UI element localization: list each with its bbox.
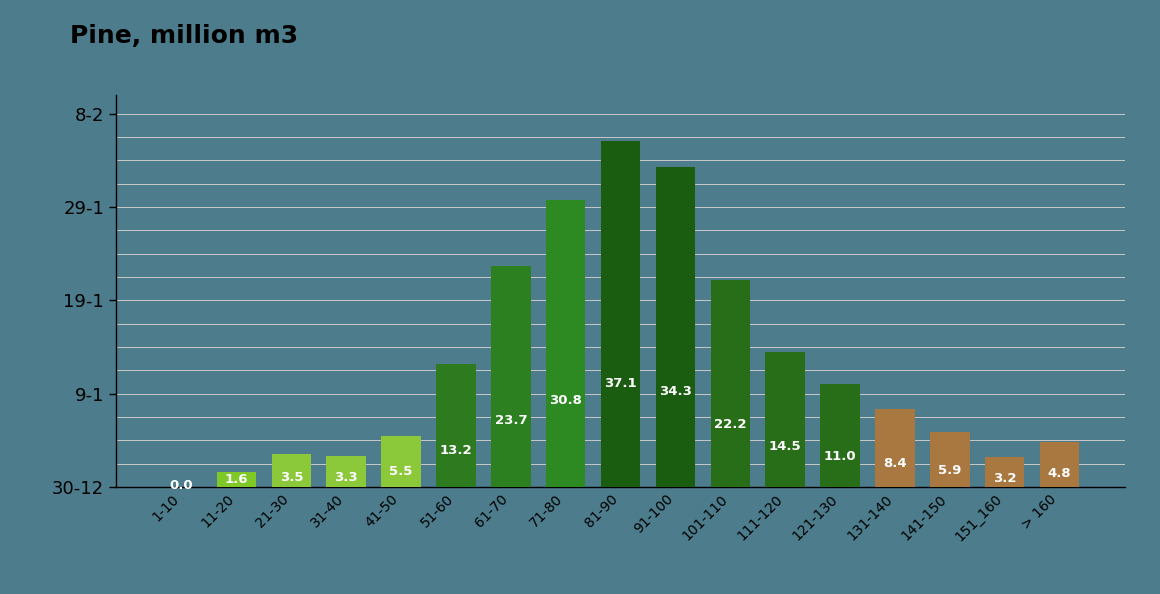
Text: 23.7: 23.7 — [494, 414, 527, 427]
Text: 0.0: 0.0 — [169, 479, 194, 492]
Text: Pine, million m3: Pine, million m3 — [70, 24, 298, 48]
Text: 37.1: 37.1 — [604, 377, 637, 390]
Text: 3.2: 3.2 — [993, 472, 1016, 485]
Bar — [820, 384, 860, 487]
Text: 22.2: 22.2 — [715, 418, 747, 431]
Bar — [436, 364, 476, 487]
Bar — [875, 409, 915, 487]
Text: 34.3: 34.3 — [659, 384, 691, 397]
Text: 4.8: 4.8 — [1047, 467, 1072, 480]
Bar — [601, 141, 640, 487]
Text: 14.5: 14.5 — [769, 440, 802, 453]
Bar — [711, 280, 751, 487]
Bar — [546, 200, 586, 487]
Text: 1.6: 1.6 — [225, 473, 248, 486]
Text: 5.9: 5.9 — [938, 464, 962, 477]
Bar — [491, 266, 530, 487]
Bar — [766, 352, 805, 487]
Text: 5.5: 5.5 — [390, 465, 413, 478]
Bar — [655, 167, 695, 487]
Bar — [271, 454, 311, 487]
Text: 3.5: 3.5 — [280, 471, 303, 484]
Bar — [382, 436, 421, 487]
Text: 30.8: 30.8 — [550, 394, 582, 407]
Bar — [985, 457, 1024, 487]
Text: 8.4: 8.4 — [883, 457, 907, 470]
Bar — [326, 456, 367, 487]
Text: 11.0: 11.0 — [824, 450, 856, 463]
Text: 3.3: 3.3 — [334, 472, 358, 484]
Bar — [1039, 443, 1079, 487]
Bar — [217, 472, 256, 487]
Bar — [930, 432, 970, 487]
Text: 13.2: 13.2 — [440, 444, 472, 457]
